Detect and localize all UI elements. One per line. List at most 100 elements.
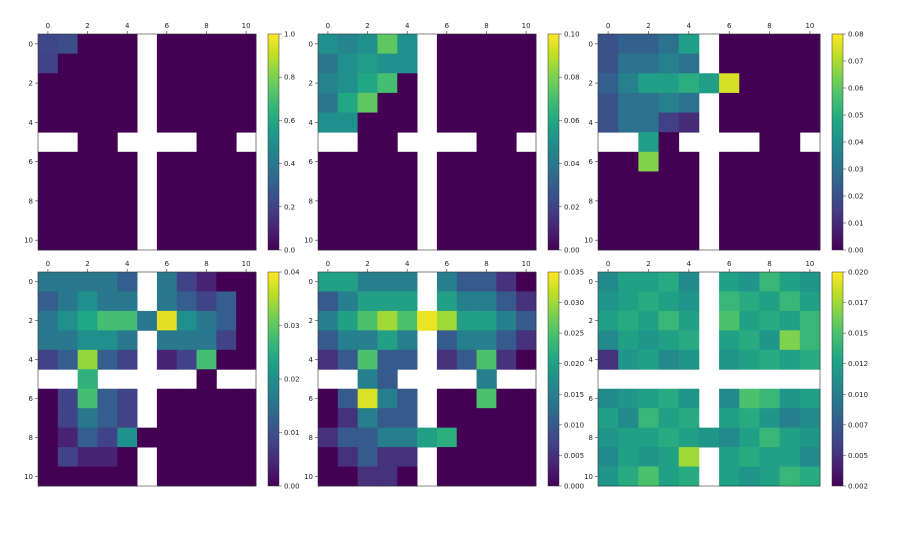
heatmap-cell (436, 427, 458, 448)
heatmap-cell (476, 73, 497, 94)
y-tick-label: 6 (589, 395, 594, 403)
heatmap-cell (739, 210, 760, 231)
heatmap-cell (77, 408, 98, 429)
heatmap-cell (779, 230, 801, 251)
heatmap-cell (216, 132, 237, 153)
heatmap-cell (176, 34, 197, 55)
heatmap-cell (397, 388, 418, 409)
heatmap-cell (117, 151, 138, 172)
heatmap-cell (38, 310, 59, 331)
heatmap-cell (598, 151, 619, 172)
heatmap-cell (658, 388, 680, 409)
heatmap-cell (156, 210, 178, 231)
heatmap-cell (318, 73, 339, 94)
heatmap-cell (236, 92, 257, 113)
heatmap-cell (57, 349, 79, 370)
colorbar-tick-label: 0.00 (564, 247, 580, 255)
heatmap-cell (337, 272, 359, 292)
colorbar-tick-label: 0.08 (848, 31, 864, 39)
heatmap-cell (516, 291, 537, 312)
heatmap-cell (397, 191, 418, 212)
heatmap-cell (476, 210, 497, 231)
heatmap-cell (57, 92, 79, 113)
heatmap-cell (799, 447, 821, 467)
heatmap-cell (739, 349, 760, 370)
heatmap-cell (176, 349, 197, 370)
heatmap-cell (357, 132, 378, 153)
heatmap-cell (598, 34, 619, 55)
heatmap-cell (719, 330, 740, 351)
heatmap-cell (77, 34, 98, 55)
x-tick-label: 4 (405, 260, 410, 268)
heatmap-cell (156, 408, 178, 429)
heatmap-cell (516, 191, 537, 212)
heatmap-cell (357, 408, 378, 429)
heatmap-cell (196, 112, 217, 133)
heatmap-cell (397, 92, 418, 113)
heatmap-cell (476, 427, 497, 448)
heatmap-cell (719, 408, 740, 429)
heatmap-cell (658, 53, 680, 74)
x-tick-label: 2 (85, 22, 89, 30)
heatmap-cell (516, 73, 537, 94)
heatmap-cell (337, 408, 359, 429)
heatmap-cell (719, 427, 740, 448)
heatmap-cell (779, 132, 801, 153)
x-tick-label: 0 (326, 22, 330, 30)
y-tick-label: 6 (29, 158, 34, 166)
x-tick-label: 4 (687, 260, 692, 268)
heatmap-cell (618, 310, 639, 331)
heatmap-cell (397, 230, 418, 251)
heatmap-cell (739, 73, 760, 94)
heatmap-cell (176, 408, 197, 429)
heatmap-cell (97, 171, 118, 192)
x-tick-label: 8 (484, 260, 488, 268)
heatmap-cell (476, 388, 497, 409)
heatmap-cell (678, 310, 700, 331)
heatmap-cell (618, 73, 639, 94)
heatmap-cell (236, 408, 257, 429)
heatmap-cell (57, 210, 79, 231)
heatmap-cell (196, 388, 217, 409)
heatmap-cell (156, 272, 178, 292)
heatmap-cell (618, 466, 639, 487)
heatmap-cell (156, 310, 178, 331)
heatmap-cell (618, 92, 639, 113)
heatmap-cell (216, 230, 237, 251)
heatmap-cell (598, 272, 619, 292)
heatmap-cell (779, 272, 801, 292)
heatmap-cell (759, 73, 781, 94)
heatmap-cell (176, 310, 197, 331)
heatmap-cell (658, 191, 680, 212)
heatmap-cell (476, 310, 497, 331)
heatmap-cell (739, 112, 760, 133)
heatmap-cell (216, 210, 237, 231)
heatmap-cell (236, 230, 257, 251)
heatmap-cell (719, 210, 740, 231)
heatmap-cell (38, 151, 59, 172)
heatmap-cell (77, 388, 98, 409)
heatmap-cell (216, 272, 237, 292)
heatmap-cell (397, 291, 418, 312)
heatmap-cell (759, 171, 781, 192)
heatmap-cell (196, 171, 217, 192)
heatmap-cell (236, 34, 257, 55)
heatmap-cell (196, 73, 217, 94)
heatmap-cell (77, 92, 98, 113)
colorbar-tick-label: 0.010 (564, 421, 584, 429)
heatmap-cell (678, 151, 700, 172)
heatmap-cell (417, 310, 438, 331)
heatmap-cell (77, 427, 98, 448)
heatmap-cell (516, 92, 537, 113)
heatmap-cell (97, 112, 118, 133)
heatmap-cell (38, 112, 59, 133)
heatmap-cell (476, 151, 497, 172)
heatmap-cell (318, 447, 339, 467)
heatmap-cell (38, 427, 59, 448)
heatmap-cell (658, 466, 680, 487)
heatmap-cell (176, 210, 197, 231)
heatmap-cell (236, 191, 257, 212)
heatmap-cell (638, 272, 659, 292)
heatmap-cell (598, 73, 619, 94)
heatmap-cell (57, 171, 79, 192)
